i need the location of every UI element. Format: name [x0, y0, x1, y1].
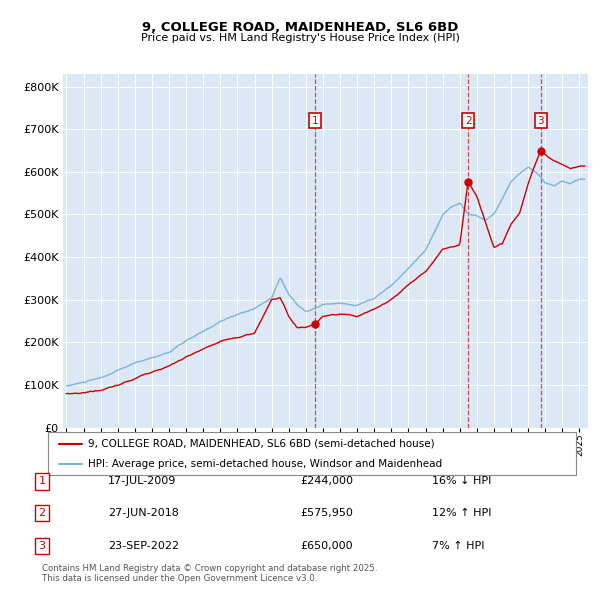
Text: £244,000: £244,000	[300, 477, 353, 486]
Text: 3: 3	[38, 541, 46, 550]
Text: Price paid vs. HM Land Registry's House Price Index (HPI): Price paid vs. HM Land Registry's House …	[140, 33, 460, 43]
Text: 3: 3	[538, 116, 544, 126]
Text: 23-SEP-2022: 23-SEP-2022	[108, 541, 179, 550]
Text: 1: 1	[38, 477, 46, 486]
Text: £650,000: £650,000	[300, 541, 353, 550]
Text: HPI: Average price, semi-detached house, Windsor and Maidenhead: HPI: Average price, semi-detached house,…	[88, 460, 442, 469]
Text: 2: 2	[38, 509, 46, 518]
Text: 12% ↑ HPI: 12% ↑ HPI	[432, 509, 491, 518]
Text: 9, COLLEGE ROAD, MAIDENHEAD, SL6 6BD: 9, COLLEGE ROAD, MAIDENHEAD, SL6 6BD	[142, 21, 458, 34]
Text: £575,950: £575,950	[300, 509, 353, 518]
Text: 16% ↓ HPI: 16% ↓ HPI	[432, 477, 491, 486]
Text: 1: 1	[312, 116, 319, 126]
Text: 2: 2	[465, 116, 472, 126]
Text: 17-JUL-2009: 17-JUL-2009	[108, 477, 176, 486]
Text: 7% ↑ HPI: 7% ↑ HPI	[432, 541, 485, 550]
Text: 27-JUN-2018: 27-JUN-2018	[108, 509, 179, 518]
Text: Contains HM Land Registry data © Crown copyright and database right 2025.
This d: Contains HM Land Registry data © Crown c…	[42, 563, 377, 583]
Text: 9, COLLEGE ROAD, MAIDENHEAD, SL6 6BD (semi-detached house): 9, COLLEGE ROAD, MAIDENHEAD, SL6 6BD (se…	[88, 439, 434, 449]
